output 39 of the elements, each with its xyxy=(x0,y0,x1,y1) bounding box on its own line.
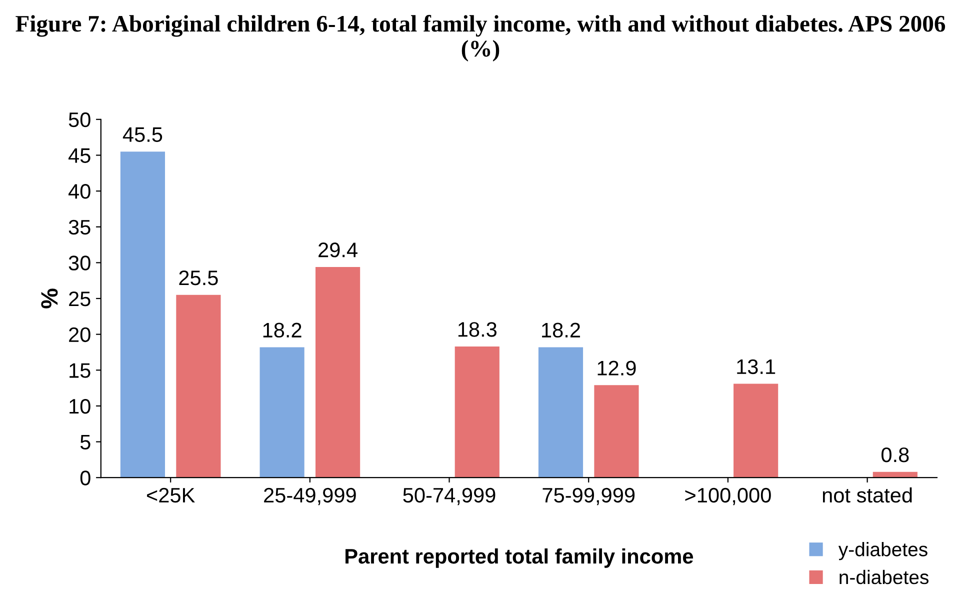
data-label: 25.5 xyxy=(179,270,218,286)
bar xyxy=(594,385,639,478)
chart-title: Figure 7: Aboriginal children 6-14, total family income, with and without diabetes. APS 2006 (%) xyxy=(16,14,946,62)
x-axis-title: Parent reported total family income xyxy=(346,548,694,568)
y-tick-label: 5 xyxy=(80,434,90,450)
data-label: 12.9 xyxy=(598,360,636,376)
x-tick-label: <25K xyxy=(146,488,195,503)
bar xyxy=(120,152,166,478)
data-label: 18.2 xyxy=(542,322,580,338)
y-tick-label: 15 xyxy=(70,363,90,378)
y-tick-label: 50 xyxy=(68,112,90,128)
data-label: 18.2 xyxy=(263,322,302,338)
y-tick-label: 25 xyxy=(69,292,90,306)
y-tick-label: 30 xyxy=(68,256,90,270)
x-tick-label: 25-49,999 xyxy=(264,488,356,506)
bar xyxy=(315,266,360,478)
data-label: 45.5 xyxy=(122,127,162,142)
y-tick-label: 0 xyxy=(80,470,90,486)
legend-label: y-diabetes xyxy=(838,542,928,560)
y-axis-title: % xyxy=(41,288,58,308)
bar xyxy=(176,294,221,478)
y-tick-label: 20 xyxy=(69,327,90,342)
x-tick-label: >100,000 xyxy=(685,488,771,506)
y-tick-label: 40 xyxy=(68,184,90,199)
bar xyxy=(734,384,778,478)
bar xyxy=(260,347,304,478)
bar xyxy=(538,347,584,478)
data-label: 13.1 xyxy=(737,359,776,374)
x-tick-label: 75-99,999 xyxy=(542,488,635,506)
legend-label: n-diabetes xyxy=(840,570,929,584)
data-label: 18.3 xyxy=(458,322,496,337)
y-tick-label: 35 xyxy=(68,220,90,235)
bar xyxy=(454,346,500,478)
y-tick-label: 10 xyxy=(70,398,90,414)
x-tick-label: 50-74,999 xyxy=(403,488,496,506)
x-tick-label: not stated xyxy=(822,487,912,503)
y-tick-label: 45 xyxy=(68,148,90,163)
data-label: 29.4 xyxy=(318,242,358,258)
data-label: 0.8 xyxy=(882,447,909,462)
